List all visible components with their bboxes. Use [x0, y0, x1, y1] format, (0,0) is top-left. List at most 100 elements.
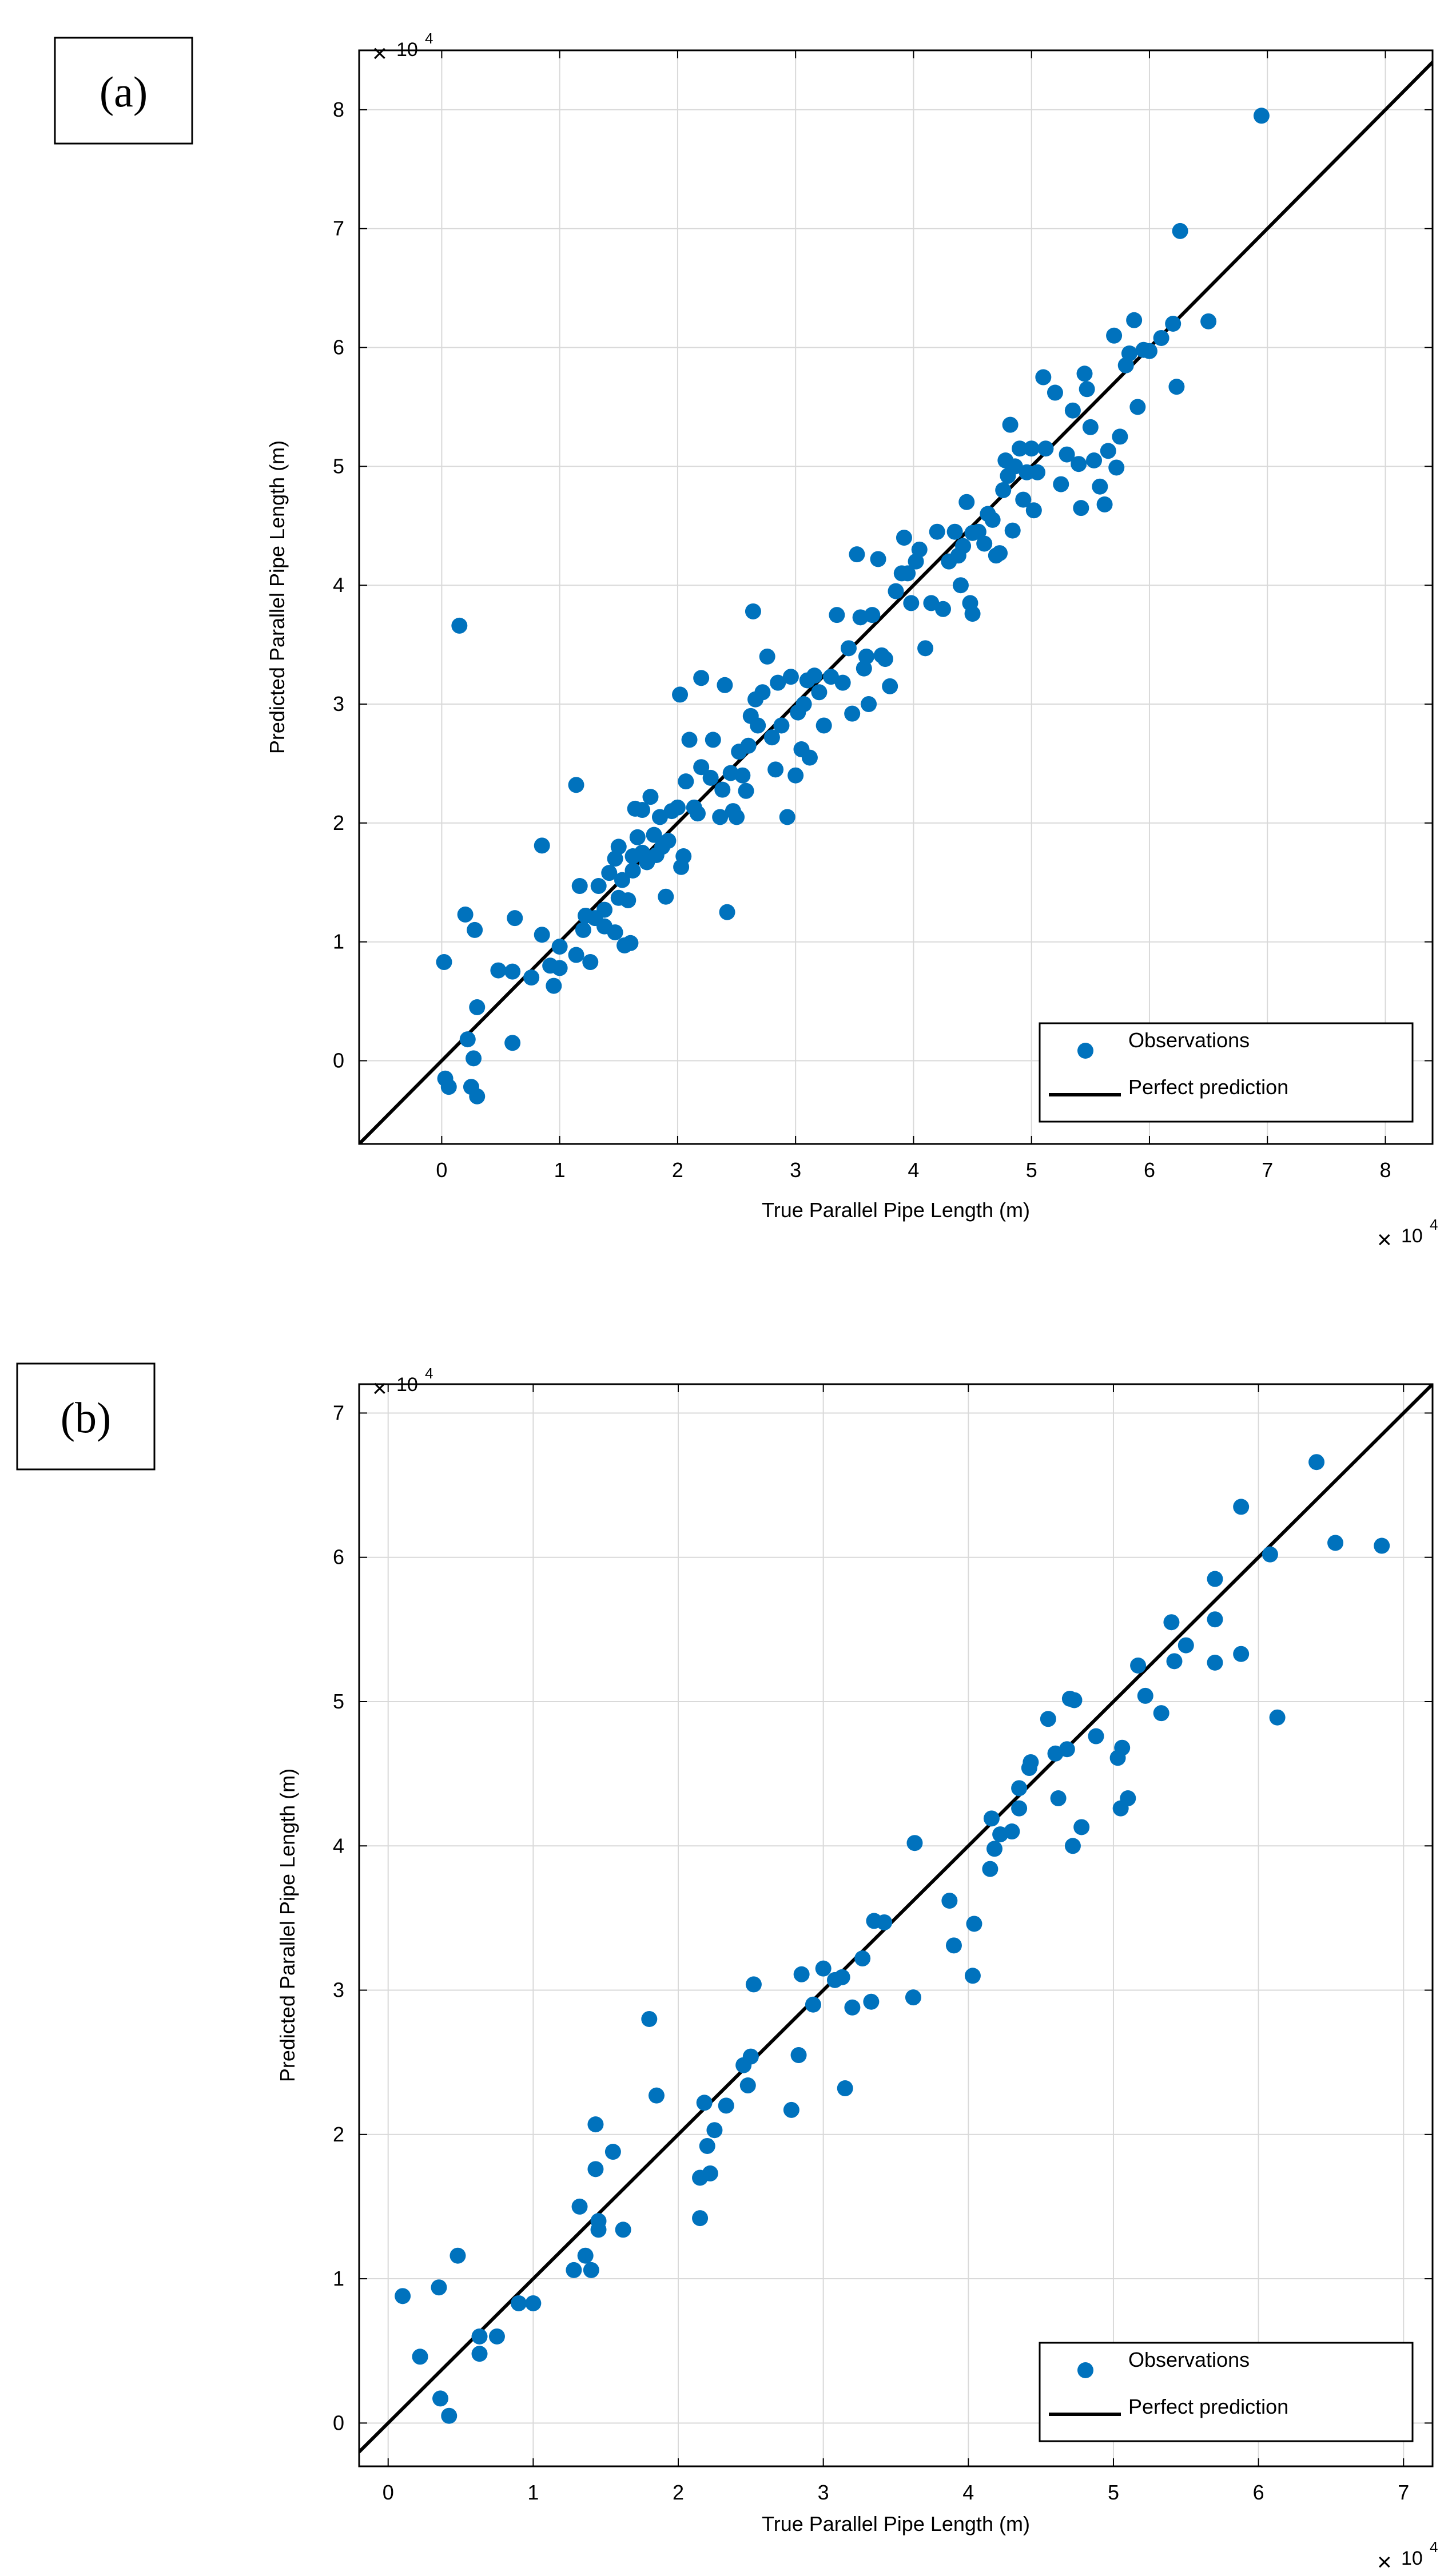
observation-point [534, 927, 550, 943]
observation-point [1023, 440, 1040, 457]
observation-point [587, 2116, 604, 2133]
observation-point [849, 546, 865, 563]
observation-point [449, 2247, 466, 2264]
observation-point [782, 669, 799, 685]
observation-point [1053, 476, 1069, 492]
panel-label: (a) [100, 69, 148, 117]
observation-point [712, 809, 729, 825]
observation-point [759, 648, 775, 665]
observation-point [615, 2222, 631, 2238]
observation-point [858, 648, 874, 665]
observation-point [811, 684, 828, 701]
observation-point [856, 660, 872, 677]
observation-point [854, 1950, 871, 1967]
observation-point [1064, 1838, 1081, 1854]
observation-point [1064, 402, 1081, 419]
y-tick-label: 8 [333, 98, 344, 121]
observation-point [906, 1835, 923, 1851]
observation-point [983, 1810, 1000, 1827]
exponent-base: 10 [1401, 2548, 1423, 2569]
observation-point [1100, 443, 1116, 459]
observation-point [1163, 1614, 1180, 1631]
observation-point [699, 2137, 715, 2154]
observation-point [742, 2048, 759, 2065]
observation-point [1177, 1637, 1194, 1654]
observation-point [440, 1079, 457, 1095]
observation-point [604, 2144, 621, 2160]
observation-point [1073, 500, 1089, 516]
observation-point [596, 901, 613, 918]
observation-point [966, 1916, 982, 1932]
x-tick-label: 7 [1262, 1158, 1273, 1182]
observation-point [870, 551, 886, 567]
observation-point [964, 606, 981, 622]
exponent-power: 4 [425, 1365, 433, 1382]
observation-point [488, 2328, 505, 2345]
observation-point [1025, 502, 1042, 519]
observation-point [610, 839, 627, 855]
observation-point [511, 2295, 527, 2311]
x-tick-label: 6 [1144, 1158, 1155, 1182]
x-axis-label: True Parallel Pipe Length (m) [762, 1198, 1030, 1222]
chart-panel-b: (b) 0 1 2 3 4 5 6 7 0 1 2 3 4 5 6 7 × 10 4 × 10 4 True Parallel… [16, 1362, 1438, 2571]
observation-point [441, 2407, 458, 2424]
observation-point [770, 674, 786, 691]
observation-point [861, 696, 877, 713]
observation-point [575, 921, 591, 938]
observation-point [877, 651, 893, 667]
observation-point [507, 910, 523, 927]
legend-box [1039, 1022, 1414, 1123]
observation-point [1071, 456, 1087, 472]
observation-point [1172, 222, 1188, 239]
observation-point [1086, 452, 1103, 468]
y-tick-label: 7 [333, 1401, 344, 1424]
observation-point [834, 674, 851, 691]
observation-point [568, 947, 584, 963]
observation-point [1035, 369, 1052, 386]
observation-point [1002, 416, 1019, 433]
observation-point [1262, 1546, 1278, 1563]
observation-point [1088, 1728, 1104, 1745]
observation-point [1165, 316, 1181, 332]
observation-point [1137, 1687, 1153, 1704]
observation-point [551, 960, 568, 976]
observation-point [1141, 343, 1157, 359]
observation-point [763, 729, 780, 746]
y-tick-label: 3 [333, 1978, 344, 2002]
observation-point [672, 686, 689, 703]
observation-point [583, 2262, 599, 2278]
observation-point [469, 999, 486, 1015]
observation-point [1096, 496, 1113, 512]
observation-point [504, 963, 521, 980]
observation-point [689, 805, 706, 822]
observation-point [457, 906, 474, 923]
observation-point [840, 640, 857, 657]
observation-point [795, 696, 812, 713]
observation-point [787, 767, 804, 784]
exponent-power: 4 [1430, 2538, 1438, 2556]
observation-point [590, 878, 607, 895]
observation-point [658, 888, 674, 905]
x-tick-label: 8 [1379, 1158, 1391, 1182]
observation-point [923, 595, 940, 611]
observation-point [646, 826, 662, 843]
y-tick-label: 3 [333, 692, 344, 716]
legend: Observations Perfect prediction [1039, 2342, 1414, 2442]
observation-point [702, 2165, 718, 2181]
observation-point [844, 1999, 861, 2016]
y-axis-label: Predicted Parallel Pipe Length (m) [276, 1769, 299, 2082]
observation-point [783, 2101, 799, 2118]
chart-panel-a: (a) 0 1 2 3 4 5 6 7 8 0 1 2 3 4 5 6 7 8 × 10 4 × 10 4 True Parall… [54, 30, 1438, 1254]
x-tick-label: 4 [962, 2481, 974, 2504]
observation-point [678, 773, 694, 790]
x-tick-label: 4 [908, 1158, 919, 1182]
y-tick-label: 5 [333, 454, 344, 478]
x-tick-label: 3 [818, 2481, 829, 2504]
x-tick-label: 1 [554, 1158, 566, 1182]
observation-point [1108, 459, 1125, 476]
observation-point [1130, 1657, 1147, 1674]
observation-point [571, 2198, 588, 2215]
observation-point [917, 640, 934, 657]
y-tick-label: 2 [333, 2123, 344, 2146]
observation-point [587, 2161, 604, 2177]
